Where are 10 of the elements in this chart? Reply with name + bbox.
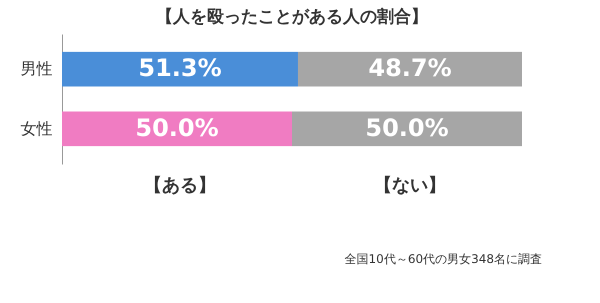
series-label: 【ない】 <box>374 175 446 196</box>
data-label: 50.0% <box>135 114 219 142</box>
y-tick-label: 女性 <box>20 118 52 138</box>
text: 全国10代～60代の男女348名に調査 <box>344 252 542 266</box>
data-label: 51.3% <box>138 54 222 82</box>
data-label: 48.7% <box>368 54 452 82</box>
data-label: 50.0% <box>365 114 449 142</box>
chart-title: 【人を殴ったことがある人の割合】 <box>156 7 428 27</box>
series-label: 【ある】 <box>144 175 216 196</box>
y-tick-label: 男性 <box>20 59 52 78</box>
